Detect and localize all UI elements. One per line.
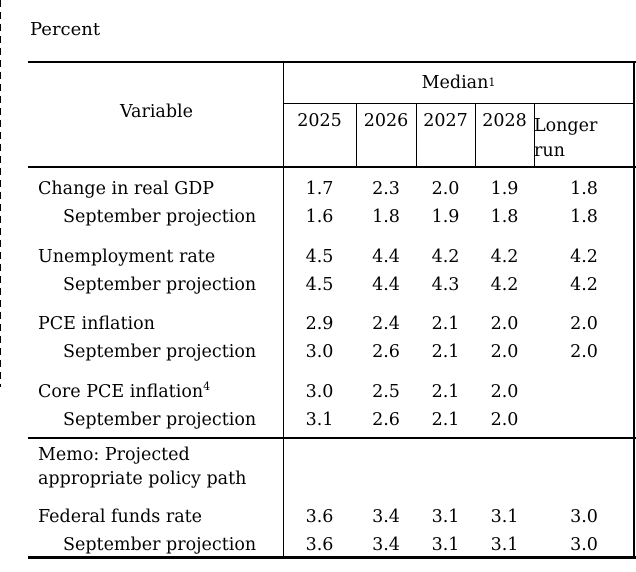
table-top-rule — [28, 61, 636, 63]
longer-run-dashed-divider — [0, 0, 1, 387]
value-longer-run: 1.8 — [570, 179, 598, 199]
value-2025: 3.0 — [305, 382, 334, 402]
column-header-2028: 2028 — [482, 111, 527, 131]
value-longer-run: 2.0 — [570, 314, 598, 334]
column-header-longer-run: Longer run — [534, 106, 634, 166]
table-bottom-rule — [28, 556, 636, 559]
value-2026: 3.4 — [372, 507, 400, 527]
longer-run-line1: Longer — [534, 115, 598, 136]
table-row-ffr-september: September projection 3.6 3.4 3.1 3.1 3.0 — [30, 531, 634, 559]
value-longer-run — [534, 378, 634, 406]
value-2028: 4.2 — [490, 247, 519, 267]
memo-line1: Memo: Projected — [38, 445, 190, 465]
value-2027: 4.2 — [431, 247, 460, 267]
table-row-federal-funds-rate: Federal funds rate 3.6 3.4 3.1 3.1 3.0 — [30, 503, 634, 531]
year-divider-2025-2026 — [356, 103, 357, 166]
value-2027: 2.0 — [431, 179, 460, 199]
longer-run-line2: run — [534, 140, 565, 161]
value-2025: 3.0 — [305, 342, 334, 362]
unit-label: Percent — [30, 19, 101, 40]
table-row-core-pce-september: September projection 3.1 2.6 2.1 2.0 — [30, 406, 634, 434]
column-header-2026: 2026 — [363, 111, 409, 131]
row-label-text: Core PCE inflation — [38, 382, 204, 402]
value-2026: 2.4 — [372, 314, 400, 334]
value-2028: 4.2 — [490, 275, 519, 295]
value-2025: 1.7 — [305, 179, 334, 199]
value-2027: 2.1 — [431, 410, 460, 430]
value-2028: 1.9 — [490, 179, 519, 199]
table-right-rule — [633, 61, 635, 557]
value-2027: 1.9 — [431, 207, 460, 227]
variable-header: Variable — [119, 102, 194, 122]
value-longer-run: 2.0 — [570, 342, 598, 362]
row-label: September projection — [63, 410, 257, 430]
row-label: Core PCE inflation4 — [30, 378, 283, 406]
value-2027: 4.3 — [431, 275, 460, 295]
value-2026: 2.6 — [372, 342, 400, 362]
table-row-pce-inflation: PCE inflation 2.9 2.4 2.1 2.0 2.0 — [30, 310, 634, 338]
value-longer-run: 4.2 — [570, 247, 598, 267]
value-2028: 1.8 — [490, 207, 519, 227]
median-group-header: Median 1 — [421, 72, 496, 93]
memo-heading: Memo: Projected appropriate policy path — [30, 443, 283, 491]
value-2028: 2.0 — [490, 410, 519, 430]
row-label: September projection — [63, 342, 257, 362]
table-row-core-pce: Core PCE inflation4 3.0 2.5 2.1 2.0 — [30, 378, 634, 406]
row-label: September projection — [63, 207, 257, 227]
row-label: PCE inflation — [38, 314, 155, 334]
value-2028: 3.1 — [490, 535, 519, 555]
value-2026: 2.3 — [372, 179, 400, 199]
value-2026: 4.4 — [372, 275, 400, 295]
value-2028: 2.0 — [490, 342, 519, 362]
value-2027: 2.1 — [431, 314, 460, 334]
value-2028: 2.0 — [490, 314, 519, 334]
value-2025: 3.6 — [305, 535, 334, 555]
median-underline-rule — [283, 103, 634, 104]
value-longer-run: 4.2 — [570, 275, 598, 295]
row-label: September projection — [63, 535, 257, 555]
value-2027: 3.1 — [431, 507, 460, 527]
value-2027: 2.1 — [431, 382, 460, 402]
value-2025: 4.5 — [305, 247, 334, 267]
value-longer-run: 3.0 — [570, 535, 598, 555]
value-2027: 2.1 — [431, 342, 460, 362]
memo-line2: appropriate policy path — [38, 469, 247, 489]
year-divider-2026-2027 — [416, 103, 417, 166]
table-row-unemployment: Unemployment rate 4.5 4.4 4.2 4.2 4.2 — [30, 243, 634, 271]
median-label: Median — [421, 72, 489, 93]
year-divider-2028-longer — [534, 103, 535, 166]
value-longer-run: 1.8 — [570, 207, 598, 227]
row-label: Federal funds rate — [38, 507, 203, 527]
value-2025: 2.9 — [305, 314, 334, 334]
value-2025: 3.6 — [305, 507, 334, 527]
column-header-2025: 2025 — [297, 111, 342, 131]
year-divider-2027-2028 — [475, 103, 476, 166]
value-2026: 4.4 — [372, 247, 400, 267]
value-2026: 2.6 — [372, 410, 400, 430]
value-longer-run — [534, 406, 634, 434]
table-row-gdp-september: September projection 1.6 1.8 1.9 1.8 1.8 — [30, 203, 634, 231]
table-row-unemployment-september: September projection 4.5 4.4 4.3 4.2 4.2 — [30, 271, 634, 299]
header-bottom-rule — [28, 166, 636, 168]
table-row-pce-september: September projection 3.0 2.6 2.1 2.0 2.0 — [30, 338, 634, 366]
column-header-2027: 2027 — [423, 111, 468, 131]
variable-column-divider — [283, 61, 284, 557]
value-2025: 1.6 — [305, 207, 334, 227]
value-2027: 3.1 — [431, 535, 460, 555]
value-2025: 3.1 — [305, 410, 334, 430]
value-2028: 2.0 — [490, 382, 519, 402]
value-2026: 1.8 — [372, 207, 400, 227]
row-label: Unemployment rate — [38, 247, 216, 267]
value-longer-run: 3.0 — [570, 507, 598, 527]
value-2025: 4.5 — [305, 275, 334, 295]
value-2026: 3.4 — [372, 535, 400, 555]
memo-section-rule — [28, 437, 636, 439]
row-label: Change in real GDP — [38, 179, 215, 199]
core-pce-footnote-marker: 4 — [203, 380, 211, 394]
value-2028: 3.1 — [490, 507, 519, 527]
table-row-gdp: Change in real GDP 1.7 2.3 2.0 1.9 1.8 — [30, 175, 634, 203]
row-label: September projection — [63, 275, 257, 295]
value-2026: 2.5 — [372, 382, 400, 402]
